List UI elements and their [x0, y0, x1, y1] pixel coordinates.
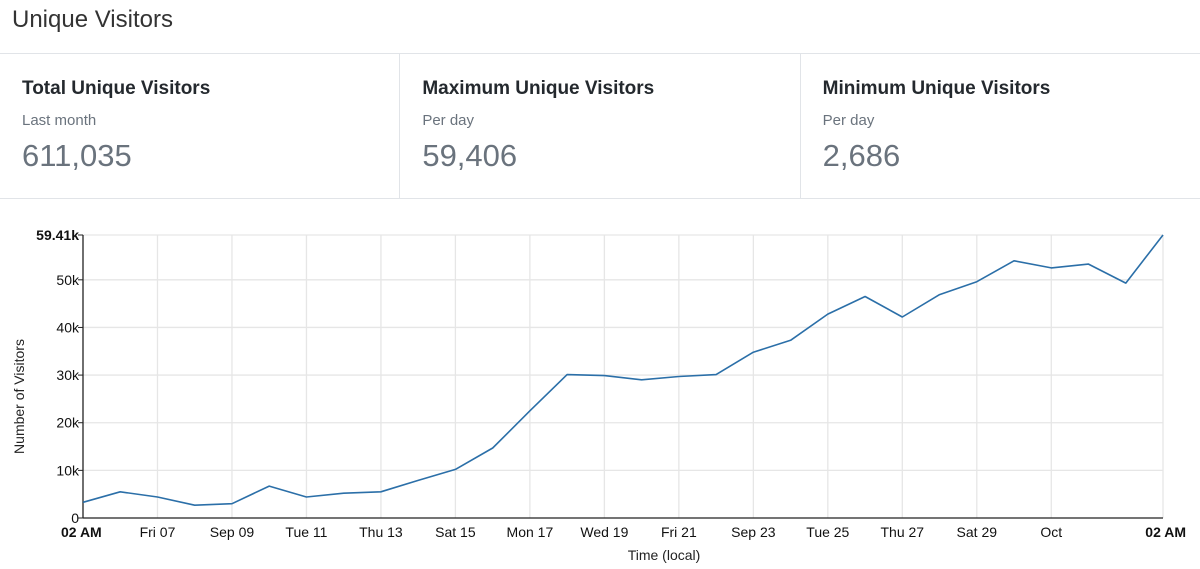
stats-row: Total Unique Visitors Last month 611,035… — [0, 54, 1200, 199]
stat-title: Total Unique Visitors — [22, 78, 211, 99]
x-tick-label: Sep 09 — [210, 524, 255, 540]
x-tick-label: Sep 23 — [731, 524, 776, 540]
x-tick-label: Sat 29 — [957, 524, 998, 540]
series-line — [82, 234, 1164, 507]
x-tick-label: Wed 19 — [580, 524, 628, 540]
y-tick-label: 0 — [71, 510, 79, 526]
x-tick-label: Mon 17 — [507, 524, 554, 540]
x-tick-label: Tue 11 — [285, 524, 327, 540]
series-layer — [82, 234, 1164, 507]
x-axis-title: Time (local) — [628, 547, 701, 563]
y-tick-label: 20k — [56, 415, 80, 431]
x-tick-label: Thu 27 — [881, 524, 925, 540]
y-tick-label: 10k — [56, 462, 80, 478]
stat-subtitle: Last month — [22, 112, 97, 129]
y-tick-label: 59.41k — [36, 227, 79, 243]
stat-subtitle: Per day — [822, 112, 875, 129]
y-tick-label: 30k — [56, 367, 80, 383]
stat-value: 59,406 — [422, 138, 518, 173]
x-tick-label: Oct — [1040, 524, 1062, 540]
grid-layer — [83, 234, 1164, 518]
stat-title: Minimum Unique Visitors — [822, 78, 1051, 99]
x-tick-label: Tue 25 — [806, 524, 849, 540]
page-title: Unique Visitors — [12, 6, 173, 33]
x-tick-label: Thu 13 — [359, 524, 403, 540]
stat-value: 611,035 — [22, 138, 132, 173]
page-header: Unique Visitors — [0, 0, 1200, 54]
stat-total: Total Unique Visitors Last month 611,035 — [0, 54, 401, 198]
axis-layer — [78, 234, 1163, 519]
x-tick-label: Sat 15 — [435, 524, 476, 540]
y-tick-label: 40k — [56, 319, 80, 335]
chart-svg: 02 AM Fri 07 Sep 09 Tue 11 Thu 13 Sat 15 Mon 1… — [11, 227, 1186, 563]
x-tick-label: 02 AM — [61, 524, 102, 540]
stat-maximum: Maximum Unique Visitors Per day 59,406 — [400, 54, 801, 198]
x-tick-label: Fri 21 — [661, 524, 697, 540]
y-tick-label: 50k — [56, 272, 80, 288]
x-tick-label: 02 AM — [1145, 524, 1186, 540]
stat-subtitle: Per day — [422, 112, 475, 129]
stat-title: Maximum Unique Visitors — [422, 78, 655, 99]
stat-value: 2,686 — [822, 138, 901, 173]
y-axis-title: Number of Visitors — [11, 339, 27, 454]
stat-minimum: Minimum Unique Visitors Per day 2,686 — [801, 54, 1200, 198]
x-tick-label: Fri 07 — [140, 524, 176, 540]
label-layer: 02 AM Fri 07 Sep 09 Tue 11 Thu 13 Sat 15 Mon 1… — [11, 227, 1186, 563]
visitors-chart: 02 AM Fri 07 Sep 09 Tue 11 Thu 13 Sat 15 Mon 1… — [0, 199, 1200, 569]
